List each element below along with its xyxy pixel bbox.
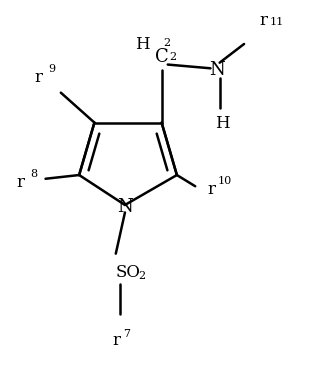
Text: r: r: [259, 12, 267, 29]
Text: r: r: [35, 69, 43, 86]
Text: r: r: [207, 182, 216, 198]
Text: 10: 10: [218, 176, 232, 186]
Text: 2: 2: [169, 52, 176, 62]
Text: r: r: [16, 174, 24, 191]
Text: 7: 7: [123, 329, 130, 339]
Text: 8: 8: [30, 169, 37, 179]
Text: 2: 2: [139, 271, 146, 281]
Text: 9: 9: [49, 64, 56, 74]
Text: N: N: [117, 198, 133, 216]
Text: N: N: [209, 61, 225, 79]
Text: SO: SO: [116, 264, 141, 281]
Text: H: H: [216, 115, 230, 132]
Text: H: H: [135, 36, 149, 53]
Text: C: C: [155, 48, 169, 66]
Text: 11: 11: [269, 17, 284, 27]
Text: r: r: [113, 332, 121, 349]
Text: 2: 2: [163, 38, 170, 48]
